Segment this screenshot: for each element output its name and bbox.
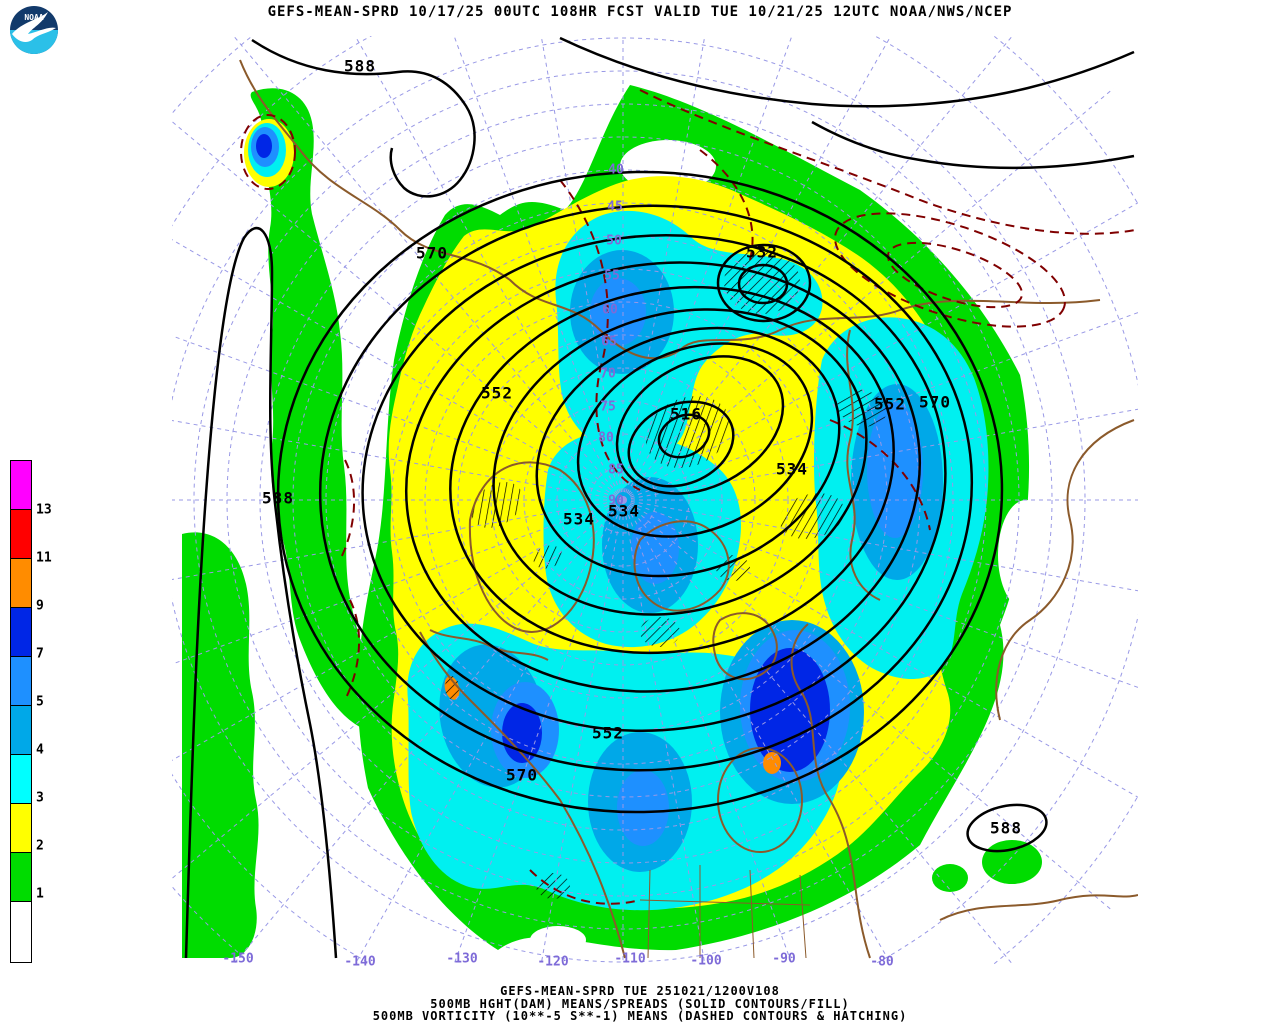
height-contours — [184, 36, 1135, 959]
height-contour-label: 534 — [776, 459, 808, 479]
height-contour-label: 552 — [481, 383, 513, 403]
height-contour-label: 570 — [506, 765, 538, 785]
latitude-label: 80 — [598, 430, 614, 446]
height-contour-label: 588 — [262, 488, 294, 508]
height-contour-label: 534 — [608, 501, 640, 521]
height-contour-label: 570 — [416, 243, 448, 263]
state-borders — [639, 865, 811, 959]
longitude-label: -140 — [344, 954, 376, 970]
latitude-label: 55 — [604, 268, 620, 284]
colorbar-label: 5 — [36, 694, 44, 710]
height-contour-label: 516 — [670, 404, 702, 424]
colorbar-segment — [10, 558, 32, 607]
colorbar-segment — [10, 852, 32, 901]
colorbar-segment — [10, 460, 32, 509]
longitude-label: -100 — [690, 953, 722, 969]
height-contour-label: 552 — [874, 394, 906, 414]
latitude-label: 60 — [602, 302, 618, 318]
height-contour-label: 588 — [344, 56, 376, 76]
vorticity-contours — [240, 89, 1136, 905]
longitude-label: -110 — [614, 951, 646, 967]
height-contour-label: 552 — [592, 723, 624, 743]
noaa-logo-text: NOAA — [24, 13, 43, 22]
latitude-label: 75 — [600, 399, 616, 415]
height-contour-label: 588 — [990, 818, 1022, 838]
latitude-label: 45 — [607, 199, 623, 215]
noaa-swoosh — [12, 12, 56, 42]
longitude-label: -120 — [537, 954, 569, 970]
latitude-label: 70 — [600, 366, 616, 382]
latitude-label: 50 — [606, 233, 622, 249]
colorbar-label: 9 — [36, 598, 44, 614]
height-contour-label: 532 — [746, 242, 778, 262]
latitude-label: 65 — [601, 334, 617, 350]
colorbar-label: 11 — [36, 550, 52, 566]
colorbar-segment — [10, 901, 32, 963]
colorbar-label: 7 — [36, 646, 44, 662]
footer-run-label: GEFS-MEAN-SPRD TUE 251021/1200V108 — [500, 984, 780, 998]
colorbar-label: 4 — [36, 742, 44, 758]
colorbar-segment — [10, 754, 32, 803]
longitude-label: -150 — [222, 951, 254, 967]
colorbar-label: 13 — [36, 502, 52, 518]
latitude-label: 40 — [608, 162, 624, 178]
latitude-label: 85 — [608, 462, 624, 478]
longitude-label: -130 — [446, 951, 478, 967]
map-title: GEFS-MEAN-SPRD 10/17/25 00UTC 108HR FCST… — [267, 4, 1013, 20]
colorbar-segment — [10, 656, 32, 705]
colorbar-segment — [10, 607, 32, 656]
colorbar-label: 3 — [36, 790, 44, 806]
colorbar-segment — [10, 803, 32, 852]
footer-vort-desc: 500MB VORTICITY (10**-5 S**-1) MEANS (DA… — [372, 1009, 908, 1023]
colorbar-segment — [10, 509, 32, 558]
footer-height-desc: 500MB HGHT(DAM) MEANS/SPREADS (SOLID CON… — [430, 997, 850, 1011]
height-contour-label: 534 — [563, 509, 595, 529]
colorbar-segment — [10, 705, 32, 754]
noaa-logo: NOAA — [10, 6, 58, 54]
colorbar: 13 11 9 7 5 4 3 2 1 — [10, 460, 52, 963]
longitude-label: -80 — [870, 954, 894, 970]
colorbar-label: 2 — [36, 838, 44, 854]
latitude-label: 90 — [608, 493, 624, 509]
height-contour-label: 570 — [919, 392, 951, 412]
colorbar-label: 1 — [36, 886, 44, 902]
longitude-label: -90 — [772, 951, 796, 967]
